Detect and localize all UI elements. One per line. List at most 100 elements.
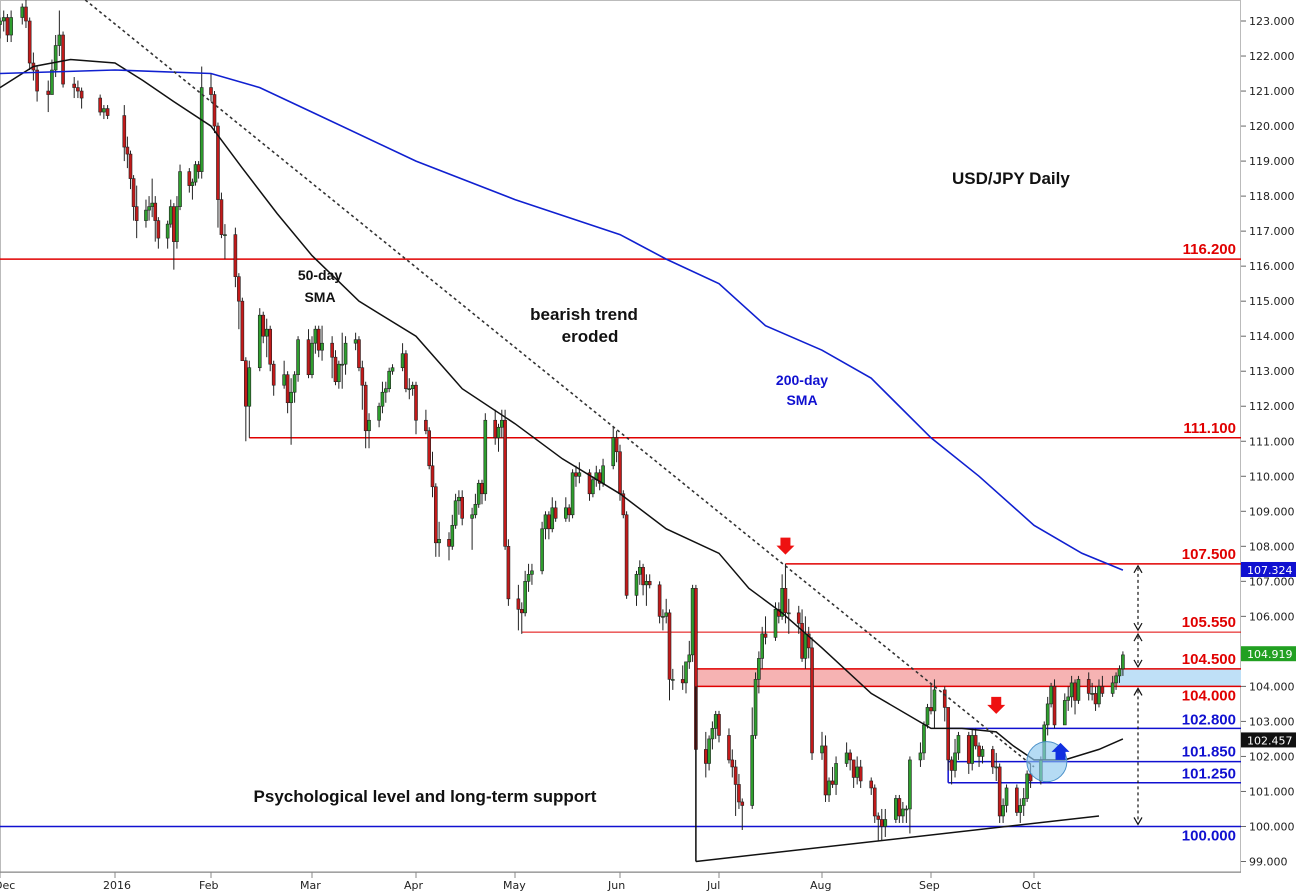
- measure-head-bottom: [1133, 659, 1143, 669]
- candle-body: [810, 647, 814, 754]
- candle-body: [530, 570, 534, 575]
- candle-2016-02-18: [268, 325, 273, 372]
- candle-2016-10-27: [1121, 651, 1125, 676]
- candle-body: [966, 735, 971, 764]
- candle-body: [1110, 682, 1115, 694]
- candle-2016-10-26: [1117, 665, 1122, 683]
- candle-2016-03-18: [367, 413, 371, 449]
- candle-body: [550, 507, 555, 530]
- candle-body: [834, 763, 838, 785]
- candle-body: [410, 384, 415, 390]
- candle-body: [929, 707, 933, 712]
- y-tick-label: 100.000: [1249, 820, 1295, 833]
- candle-2016-06-09: [644, 574, 649, 606]
- measure-arrow-lower: [1133, 687, 1143, 826]
- candle-body: [1049, 686, 1053, 705]
- candle-body: [499, 419, 504, 428]
- candle-body: [387, 370, 391, 390]
- candle-body: [717, 714, 721, 736]
- level-layer: 116.200 111.100 107.500 105.550 104.500 104.0…: [0, 241, 1241, 844]
- candle-body: [553, 507, 558, 519]
- price-tag-label: 102.457: [1247, 734, 1293, 747]
- candle-2016-02-12: [247, 360, 252, 438]
- candle-body: [20, 6, 25, 18]
- candle-2016-03-17: [363, 381, 368, 449]
- candle-body: [493, 419, 498, 439]
- candle-2016-04-14: [457, 490, 461, 515]
- y-tick-label: 122.000: [1249, 50, 1295, 63]
- price-tag-label: 107.324: [1247, 564, 1293, 577]
- candle-body: [1015, 787, 1019, 813]
- level-label-107-500: 107.500: [1182, 546, 1236, 563]
- x-tick-label: Dec: [0, 879, 15, 892]
- candle-2016-10-12: [1069, 675, 1074, 708]
- candle-2016-08-12: [858, 759, 863, 788]
- candle-body: [199, 87, 204, 172]
- candle-body: [503, 419, 507, 547]
- candle-2016-03-28: [400, 343, 405, 372]
- candle-body: [1018, 805, 1023, 813]
- candle-2016-01-26: [190, 178, 195, 200]
- candle-body: [757, 658, 761, 680]
- x-tick-label: Oct: [1022, 879, 1042, 892]
- candle-body: [1069, 682, 1074, 698]
- candle-body: [637, 567, 642, 575]
- candle-2016-05-09: [540, 521, 544, 575]
- candle-body: [190, 181, 195, 186]
- candle-body: [24, 6, 28, 22]
- axis-layer: 123.000 122.000 121.000 120.000 119.000 118.0…: [0, 15, 1296, 892]
- candle-2016-10-17: [1086, 672, 1091, 701]
- y-tick-label: 115.000: [1249, 295, 1295, 308]
- candle-2016-02-29: [306, 329, 311, 379]
- candle-2016-05-02: [516, 584, 521, 631]
- candle-2016-02-17: [264, 318, 269, 358]
- candle-2016-03-31: [410, 381, 415, 396]
- candle-body: [134, 206, 139, 221]
- candle-2016-09-09: [956, 731, 961, 760]
- candle-body: [233, 234, 238, 277]
- candle-body: [1121, 654, 1125, 670]
- candle-body: [897, 798, 902, 817]
- level-label-104-500: 104.500: [1182, 651, 1236, 668]
- x-tick-label: Apr: [404, 879, 424, 892]
- x-tick-label: May: [503, 879, 526, 892]
- marker-layer: [776, 537, 1143, 826]
- candle-2016-05-18: [570, 469, 575, 519]
- candle-body: [1001, 805, 1005, 817]
- candle-body: [310, 342, 314, 376]
- candle-2016-08-08: [844, 742, 849, 767]
- candle-body: [1, 17, 6, 22]
- candle-body: [830, 780, 835, 785]
- candle-body: [647, 581, 652, 586]
- candle-2016-06-16: [667, 609, 672, 701]
- candle-2016-02-19: [271, 360, 276, 396]
- sma50-label-line1: 50-day: [298, 267, 343, 283]
- candle-2015-12-28: [98, 94, 102, 116]
- candle-body: [796, 612, 801, 624]
- candle-body: [932, 689, 937, 712]
- resistance-zone: [695, 668, 1241, 687]
- candle-body: [5, 17, 10, 36]
- candle-body: [457, 496, 461, 502]
- candle-body: [407, 388, 412, 391]
- candle-body: [908, 759, 912, 810]
- candle-2016-01-05: [125, 136, 130, 169]
- candle-body: [733, 766, 738, 785]
- candle-body: [102, 108, 106, 113]
- candle-body: [427, 430, 432, 467]
- candle-2016-07-26: [800, 609, 804, 662]
- candle-body: [661, 616, 665, 618]
- candle-body: [1062, 700, 1067, 726]
- candle-2016-04-29: [506, 539, 511, 606]
- candle-2016-07-28: [806, 626, 811, 659]
- candle-body: [740, 801, 745, 806]
- candle-2016-06-07: [637, 560, 642, 585]
- candle-body: [803, 633, 808, 659]
- candle-2016-09-28: [1021, 787, 1026, 816]
- candle-2016-06-23: [690, 584, 695, 662]
- y-tick-label: 117.000: [1249, 225, 1295, 238]
- candle-body: [918, 752, 923, 761]
- candle-body: [178, 171, 182, 207]
- candle-2016-01-13: [150, 178, 154, 218]
